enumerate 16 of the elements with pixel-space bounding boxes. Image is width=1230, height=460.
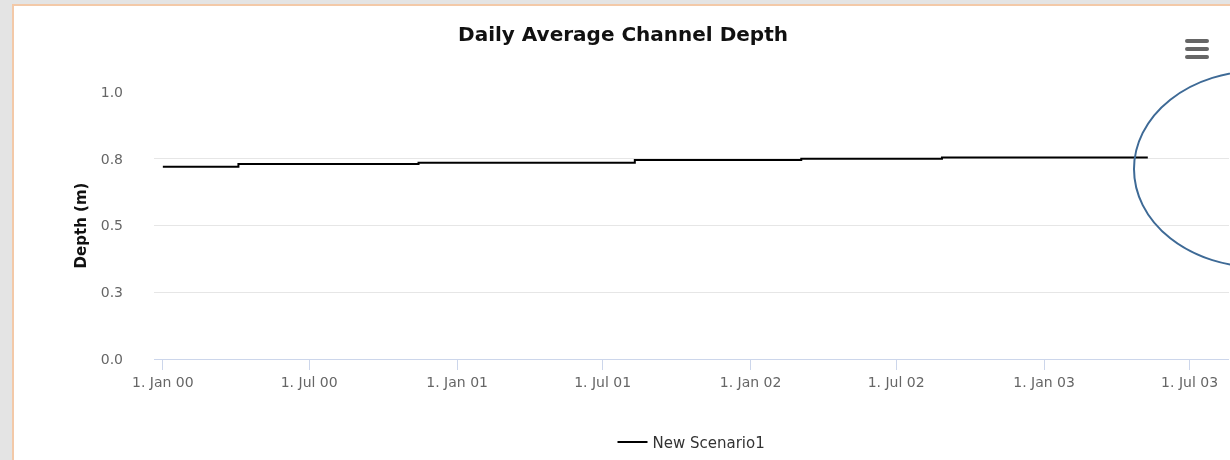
y-tick-label: 0.5 [100, 217, 123, 234]
legend-label: New Scenario1 [652, 433, 765, 452]
x-tick-label: 1. Jul 00 [280, 373, 338, 390]
y-tick-label: 1.0 [100, 83, 123, 100]
x-tick-label: 1. Jul 03 [1161, 373, 1219, 390]
y-axis-title: Depth (m) [71, 182, 90, 269]
chart-title: Daily Average Channel Depth [458, 21, 788, 46]
y-tick-label: 0.0 [100, 350, 123, 367]
x-tick-label: 1. Jul 01 [574, 373, 632, 390]
y-tick-label: 0.3 [100, 284, 123, 301]
x-tick-label: 1. Jul 02 [867, 373, 925, 390]
y-tick-label: 0.8 [100, 150, 123, 167]
x-tick-label: 1. Jan 01 [426, 373, 488, 390]
x-tick-label: 1. Jan 00 [132, 373, 194, 390]
x-tick-label: 1. Jan 02 [719, 373, 782, 390]
x-tick-label: 1. Jan 03 [1013, 373, 1075, 390]
